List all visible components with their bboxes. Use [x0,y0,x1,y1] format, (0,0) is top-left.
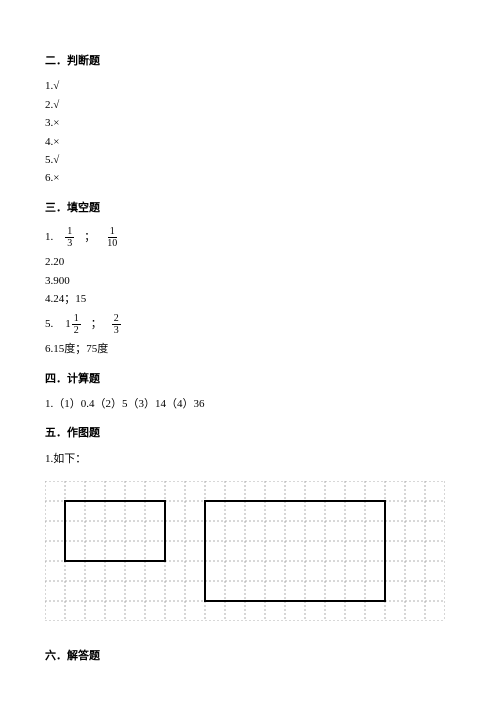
fill-5-frac-1-num: 1 [72,313,81,325]
drawing-grid [45,481,455,621]
fill-5-frac-2: 2 3 [112,313,121,336]
fill-1-label: 1. [45,230,53,245]
judge-3: 3.× [45,116,455,131]
fill-6: 6.15度；75度 [45,342,455,357]
fill-5-mixed: 1 1 2 [65,313,81,336]
fill-5-whole: 1 [65,317,71,332]
fill-1: 1. 1 3 ； 1 10 [45,226,455,249]
section-2-title: 二．判断题 [45,54,455,69]
section-6-title: 六．解答题 [45,649,455,664]
calc-1: 1.（1）0.4（2）5（3）14（4）36 [45,397,455,412]
fill-1-frac-2-num: 1 [108,226,117,238]
section-5-title: 五．作图题 [45,426,455,441]
fill-5-sep: ； [91,317,102,332]
fill-1-frac-2: 1 10 [105,226,119,249]
fill-5-frac-1-den: 2 [72,325,81,336]
section-3-title: 三．填空题 [45,201,455,216]
fill-5-label: 5. [45,317,53,332]
fill-1-sep: ； [84,230,95,245]
judge-2: 2.√ [45,98,455,113]
judge-1: 1.√ [45,79,455,94]
fill-4: 4.24；15 [45,292,455,307]
judge-4: 4.× [45,135,455,150]
judge-6: 6.× [45,171,455,186]
section-4-title: 四．计算题 [45,372,455,387]
fill-1-frac-1-num: 1 [65,226,74,238]
draw-1: 1.如下： [45,452,455,467]
fill-1-frac-1: 1 3 [65,226,74,249]
fill-5-frac-2-den: 3 [112,325,121,336]
fill-5: 5. 1 1 2 ； 2 3 [45,313,455,336]
fill-5-frac-2-num: 2 [112,313,121,325]
judge-5: 5.√ [45,153,455,168]
fill-5-frac-1: 1 2 [72,313,81,336]
fill-3: 3.900 [45,274,455,289]
fill-1-frac-2-den: 10 [105,238,119,249]
fill-1-frac-1-den: 3 [65,238,74,249]
grid-svg [45,481,445,621]
fill-2: 2.20 [45,255,455,270]
